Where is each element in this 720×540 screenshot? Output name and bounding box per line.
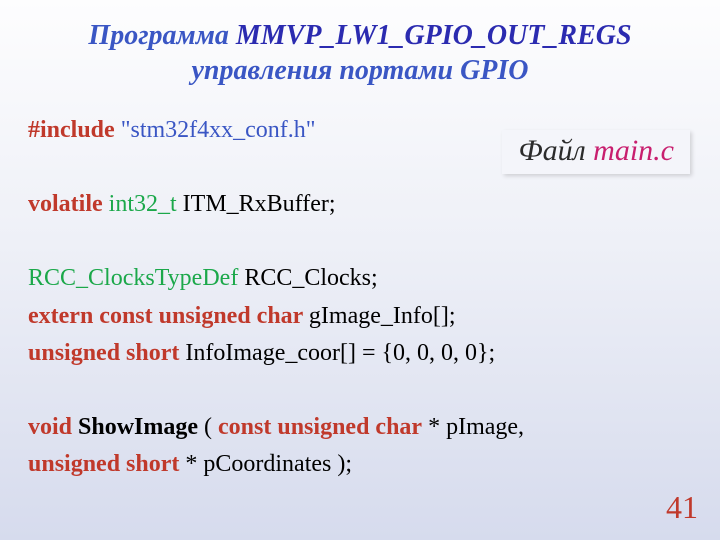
- int32-type: int32_t: [109, 191, 177, 217]
- extern-keyword: extern const unsigned char: [28, 303, 309, 329]
- slide-title: Программа MMVP_LW1_GPIO_OUT_REGS управле…: [28, 18, 692, 88]
- code-line-7: unsigned short * pCoordinates );: [28, 446, 692, 483]
- itm-decl: ITM_RxBuffer;: [177, 191, 336, 217]
- showimage-fn: ShowImage: [78, 414, 198, 440]
- file-label: Файл: [518, 134, 593, 167]
- blank-line: [28, 223, 692, 260]
- infoimage-decl: InfoImage_coor[] = {0, 0, 0, 0};: [185, 340, 495, 366]
- code-line-5: unsigned short InfoImage_coor[] = {0, 0,…: [28, 335, 692, 372]
- ushort2-keyword: unsigned short: [28, 451, 179, 477]
- ushort-keyword: unsigned short: [28, 340, 185, 366]
- volatile-keyword: volatile: [28, 191, 109, 217]
- slide: Программа MMVP_LW1_GPIO_OUT_REGS управле…: [0, 0, 720, 540]
- const-uchar-keyword: const unsigned char: [218, 414, 422, 440]
- include-keyword: #include: [28, 117, 121, 143]
- code-line-2: volatile int32_t ITM_RxBuffer;: [28, 186, 692, 223]
- include-header: "stm32f4xx_conf.h": [121, 117, 316, 143]
- page-number: 41: [666, 489, 698, 526]
- file-name: main.c: [593, 134, 674, 167]
- program-name: MMVP_LW1_GPIO_OUT_REGS: [236, 20, 632, 51]
- gimage-decl: gImage_Info[];: [309, 303, 456, 329]
- paren-open: (: [198, 414, 218, 440]
- pcoord-param: * pCoordinates );: [179, 451, 352, 477]
- pimage-param: * pImage,: [422, 414, 524, 440]
- code-line-3: RCC_ClocksTypeDef RCC_Clocks;: [28, 260, 692, 297]
- code-line-4: extern const unsigned char gImage_Info[]…: [28, 298, 692, 335]
- title-subtitle: управления портами GPIO: [191, 55, 528, 86]
- title-prefix: Программа: [88, 20, 235, 51]
- rcc-type: RCC_ClocksTypeDef: [28, 265, 238, 291]
- void-keyword: void: [28, 414, 78, 440]
- rcc-decl: RCC_Clocks;: [238, 265, 377, 291]
- blank-line: [28, 372, 692, 409]
- code-line-6: void ShowImage ( const unsigned char * p…: [28, 409, 692, 446]
- file-badge: Файл main.c: [502, 130, 690, 174]
